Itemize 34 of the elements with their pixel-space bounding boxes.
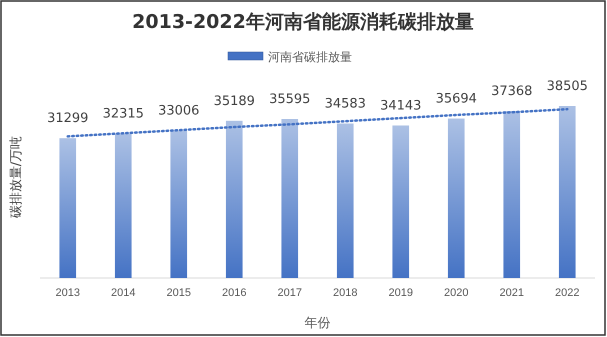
bar [336,124,354,278]
data-label: 32315 [102,106,144,122]
data-label: 35189 [214,94,255,109]
x-tick-label: 2019 [388,286,413,299]
chart-title: 2013-2022年河南省能源消耗碳排放量 [132,11,474,33]
bar [281,119,298,278]
legend-label: 河南省碳排放量 [268,50,352,64]
bar [448,118,465,278]
bar [170,130,188,278]
x-tick-label: 2013 [56,286,80,299]
data-label: 34143 [380,98,422,114]
x-tick-label: 2018 [333,286,358,299]
x-tick-label: 2017 [278,286,302,299]
y-axis-title: 碳排放量/万吨 [9,136,24,220]
data-label: 33006 [158,104,200,119]
bar [558,106,576,278]
bar [226,120,243,278]
x-tick-label: 2014 [111,286,136,299]
x-tick-label: 2016 [222,286,246,299]
data-label: 35694 [436,92,477,107]
x-tick-label: 2021 [500,286,524,299]
data-label: 35595 [269,92,310,107]
x-axis-title: 年份 [304,316,330,331]
x-tick-label: 2015 [166,286,191,299]
bar [59,138,76,278]
data-label: 31299 [47,111,88,126]
bar [114,134,132,278]
x-tick-label: 2020 [444,286,468,299]
x-tick-label: 2022 [555,286,580,299]
data-label: 37368 [491,84,532,100]
data-label: 34583 [324,96,366,112]
bar [392,125,410,278]
bar [503,111,520,278]
data-label: 38505 [546,79,588,94]
